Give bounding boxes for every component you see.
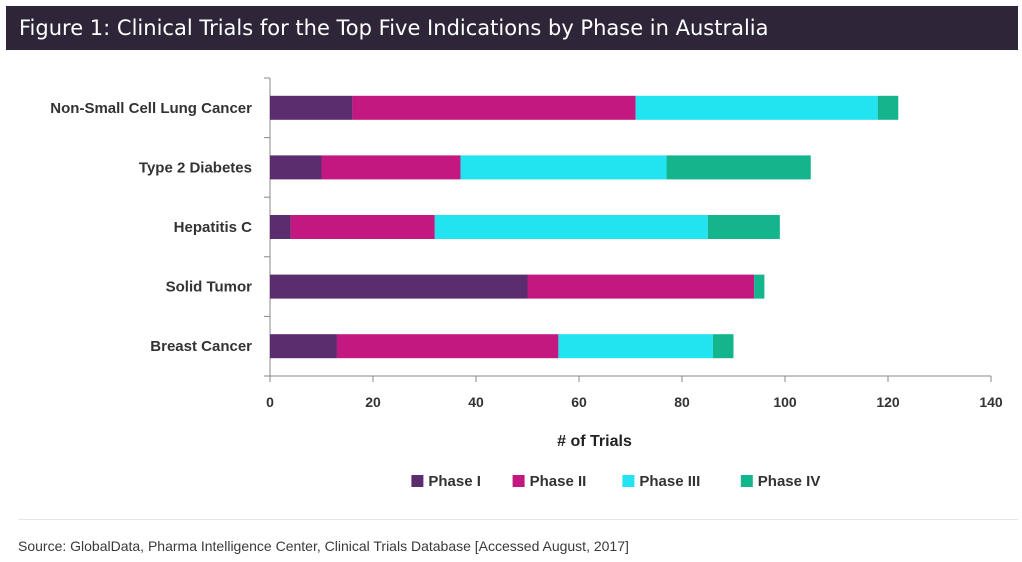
bar-type-2-diabetes-phase-iii bbox=[460, 155, 667, 180]
legend-label-phase-iii: Phase III bbox=[639, 473, 700, 490]
legend-swatch-phase-iii bbox=[622, 475, 635, 487]
category-label-hepatitis-c: Hepatitis C bbox=[174, 219, 253, 236]
x-tick-label-140: 140 bbox=[979, 394, 1003, 410]
x-tick-label-0: 0 bbox=[266, 394, 274, 410]
category-label-type-2-diabetes: Type 2 Diabetes bbox=[139, 159, 252, 176]
bar-solid-tumor-phase-i bbox=[270, 274, 528, 299]
x-tick-label-80: 80 bbox=[674, 394, 690, 410]
figure-label: Figure 1: bbox=[19, 16, 111, 40]
bar-hepatitis-c-phase-iv bbox=[707, 215, 780, 239]
bar-hepatitis-c-phase-iii bbox=[434, 215, 708, 239]
bar-non-small-cell-lung-cancer-phase-i bbox=[270, 95, 353, 120]
bar-non-small-cell-lung-cancer-phase-iii bbox=[635, 95, 878, 120]
x-tick-label-40: 40 bbox=[468, 394, 484, 410]
bar-non-small-cell-lung-cancer-phase-iv bbox=[877, 95, 899, 120]
legend-swatch-phase-i bbox=[411, 475, 424, 487]
legend-swatch-phase-ii bbox=[512, 475, 525, 487]
bar-breast-cancer-phase-ii bbox=[336, 334, 559, 359]
bar-solid-tumor-phase-ii bbox=[527, 274, 755, 299]
bar-type-2-diabetes-phase-iv bbox=[666, 155, 811, 180]
legend-label-phase-ii: Phase II bbox=[530, 473, 587, 490]
legend-label-phase-i: Phase I bbox=[428, 473, 481, 490]
figure-header: Figure 1: Clinical Trials for the Top Fi… bbox=[6, 6, 1018, 50]
bar-solid-tumor-phase-iv bbox=[754, 274, 765, 299]
stacked-bar-chart: Non-Small Cell Lung Cancer Type 2 Diabete… bbox=[50, 77, 1003, 490]
x-tick-label-60: 60 bbox=[571, 394, 587, 410]
x-tick-label-100: 100 bbox=[773, 394, 797, 410]
x-axis-title: # of Trials bbox=[557, 433, 632, 450]
x-tick-label-120: 120 bbox=[876, 394, 900, 410]
category-label-breast-cancer: Breast Cancer bbox=[150, 338, 252, 355]
figure-title: Figure 1: Clinical Trials for the Top Fi… bbox=[19, 16, 769, 40]
bar-breast-cancer-phase-i bbox=[270, 334, 337, 359]
bar-type-2-diabetes-phase-ii bbox=[321, 155, 461, 180]
bar-non-small-cell-lung-cancer-phase-ii bbox=[352, 95, 636, 120]
divider bbox=[18, 519, 1018, 520]
figure-title-text: Clinical Trials for the Top Five Indicat… bbox=[116, 16, 769, 40]
bar-hepatitis-c-phase-i bbox=[270, 215, 291, 239]
category-label-solid-tumor: Solid Tumor bbox=[166, 279, 253, 296]
bar-breast-cancer-phase-iii bbox=[558, 334, 713, 359]
x-tick-label-20: 20 bbox=[365, 394, 381, 410]
bar-hepatitis-c-phase-ii bbox=[290, 215, 435, 239]
source-note: Source: GlobalData, Pharma Intelligence … bbox=[18, 538, 629, 554]
category-label-non-small-cell-lung-cancer: Non-Small Cell Lung Cancer bbox=[50, 100, 252, 117]
bar-type-2-diabetes-phase-i bbox=[270, 155, 322, 180]
legend-label-phase-iv: Phase IV bbox=[758, 473, 821, 490]
bar-breast-cancer-phase-iv bbox=[712, 334, 734, 359]
legend-swatch-phase-iv bbox=[740, 475, 753, 487]
